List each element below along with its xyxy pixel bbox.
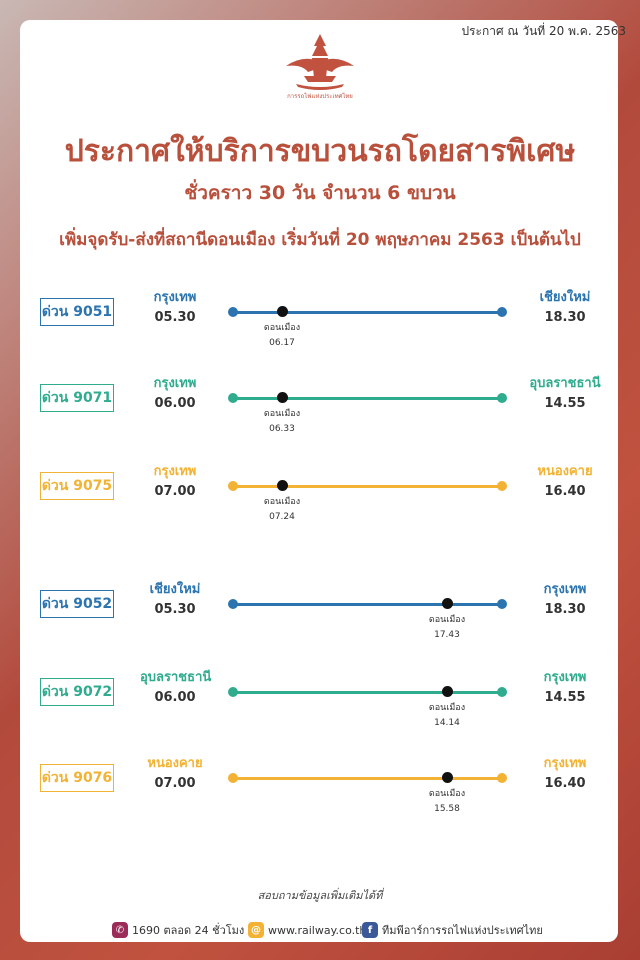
train-badge: ด่วน 9072 xyxy=(40,678,114,706)
destination-dot xyxy=(497,687,507,697)
destination-dot xyxy=(497,393,507,403)
stop-dot xyxy=(277,480,288,491)
origin-station: กรุงเทพ xyxy=(153,290,197,305)
stop-time: 07.24 xyxy=(269,512,295,522)
stop-dot xyxy=(442,598,453,609)
route-row: ด่วน 9072 อุบลราชธานี 06.00 กรุงเทพ 14.55 ดอน… xyxy=(0,670,640,758)
stop-dot xyxy=(442,772,453,783)
destination-station: อุบลราชธานี xyxy=(529,376,601,391)
facebook-contact[interactable]: f ทีมพีอาร์การรถไฟแห่งประเทศไทย xyxy=(362,920,543,940)
origin-station: เชียงใหม่ xyxy=(149,582,201,597)
stop-station: ดอนเมือง xyxy=(428,789,466,799)
announcement-date: ประกาศ ณ วันที่ 20 พ.ค. 2563 xyxy=(461,24,626,38)
stop-time: 14.14 xyxy=(434,718,460,728)
page-subtitle: ชั่วคราว 30 วัน จำนวน 6 ขบวน xyxy=(184,182,456,204)
phone-text: 1690 ตลอด 24 ชั่วโมง xyxy=(132,924,245,937)
stop-dot xyxy=(277,392,288,403)
destination-dot xyxy=(497,599,507,609)
destination-station: หนองคาย xyxy=(537,464,593,479)
route-line xyxy=(233,603,501,606)
svg-text:การรถไฟแห่งประเทศไทย: การรถไฟแห่งประเทศไทย xyxy=(287,92,353,100)
announcement-card xyxy=(20,20,618,942)
arrival-time: 14.55 xyxy=(544,690,586,705)
stop-time: 15.58 xyxy=(434,804,460,814)
stop-time: 06.33 xyxy=(269,424,295,434)
srt-logo: การรถไฟแห่งประเทศไทย xyxy=(286,34,354,100)
stop-station: ดอนเมือง xyxy=(428,703,466,713)
route-row: ด่วน 9075 กรุงเทพ 07.00 หนองคาย 16.40 ดอนเมือ… xyxy=(0,464,640,552)
route-row: ด่วน 9076 หนองคาย 07.00 กรุงเทพ 16.40 ดอนเมือ… xyxy=(0,756,640,844)
facebook-text: ทีมพีอาร์การรถไฟแห่งประเทศไทย xyxy=(382,924,543,937)
origin-dot xyxy=(228,307,238,317)
stop-station: ดอนเมือง xyxy=(263,409,301,419)
route-line xyxy=(233,397,501,400)
stop-station: ดอนเมือง xyxy=(263,323,301,333)
origin-dot xyxy=(228,481,238,491)
phone-contact[interactable]: ✆ 1690 ตลอด 24 ชั่วโมง xyxy=(112,920,244,940)
route-line xyxy=(233,691,501,694)
stop-dot xyxy=(442,686,453,697)
origin-dot xyxy=(228,687,238,697)
arrival-time: 16.40 xyxy=(544,484,586,499)
departure-time: 06.00 xyxy=(154,396,196,411)
origin-station: กรุงเทพ xyxy=(153,376,197,391)
train-badge: ด่วน 9051 xyxy=(40,298,114,326)
departure-time: 05.30 xyxy=(154,602,196,617)
stop-station: ดอนเมือง xyxy=(428,615,466,625)
departure-time: 05.30 xyxy=(154,310,196,325)
route-row: ด่วน 9071 กรุงเทพ 06.00 อุบลราชธานี 14.55 ดอน… xyxy=(0,376,640,464)
stop-dot xyxy=(277,306,288,317)
origin-station: กรุงเทพ xyxy=(153,464,197,479)
stop-time: 17.43 xyxy=(434,630,460,640)
route-row: ด่วน 9052 เชียงใหม่ 05.30 กรุงเทพ 18.30 ดอนเม… xyxy=(0,582,640,670)
train-badge: ด่วน 9071 xyxy=(40,384,114,412)
contact-heading: สอบถามข้อมูลเพิ่มเติมได้ที่ xyxy=(257,889,383,902)
route-line xyxy=(233,777,501,780)
arrival-time: 14.55 xyxy=(544,396,586,411)
origin-station: หนองคาย xyxy=(147,756,203,771)
origin-station: อุบลราชธานี xyxy=(140,670,212,685)
arrival-time: 16.40 xyxy=(544,776,586,791)
web-icon: @ xyxy=(248,922,264,938)
origin-dot xyxy=(228,773,238,783)
stop-station: ดอนเมือง xyxy=(263,497,301,507)
page-title: ประกาศให้บริการขบวนรถโดยสารพิเศษ xyxy=(64,134,576,169)
train-badge: ด่วน 9052 xyxy=(40,590,114,618)
destination-dot xyxy=(497,773,507,783)
destination-station: กรุงเทพ xyxy=(543,756,587,771)
route-row: ด่วน 9051 กรุงเทพ 05.30 เชียงใหม่ 18.30 ดอนเม… xyxy=(0,290,640,378)
origin-dot xyxy=(228,393,238,403)
arrival-time: 18.30 xyxy=(544,310,586,325)
destination-dot xyxy=(497,481,507,491)
destination-station: กรุงเทพ xyxy=(543,670,587,685)
departure-time: 07.00 xyxy=(154,776,196,791)
departure-time: 06.00 xyxy=(154,690,196,705)
stop-time: 06.17 xyxy=(269,338,295,348)
train-badge: ด่วน 9076 xyxy=(40,764,114,792)
facebook-icon: f xyxy=(362,922,378,938)
website-contact[interactable]: @ www.railway.co.th xyxy=(248,920,366,940)
destination-station: กรุงเทพ xyxy=(543,582,587,597)
website-text: www.railway.co.th xyxy=(268,923,367,937)
destination-station: เชียงใหม่ xyxy=(539,290,591,305)
train-badge: ด่วน 9075 xyxy=(40,472,114,500)
phone-icon: ✆ xyxy=(112,922,128,938)
notice-text: เพิ่มจุดรับ-ส่งที่สถานีดอนเมือง เริ่มวัน… xyxy=(59,230,581,250)
route-line xyxy=(233,311,501,314)
departure-time: 07.00 xyxy=(154,484,196,499)
arrival-time: 18.30 xyxy=(544,602,586,617)
origin-dot xyxy=(228,599,238,609)
destination-dot xyxy=(497,307,507,317)
route-line xyxy=(233,485,501,488)
